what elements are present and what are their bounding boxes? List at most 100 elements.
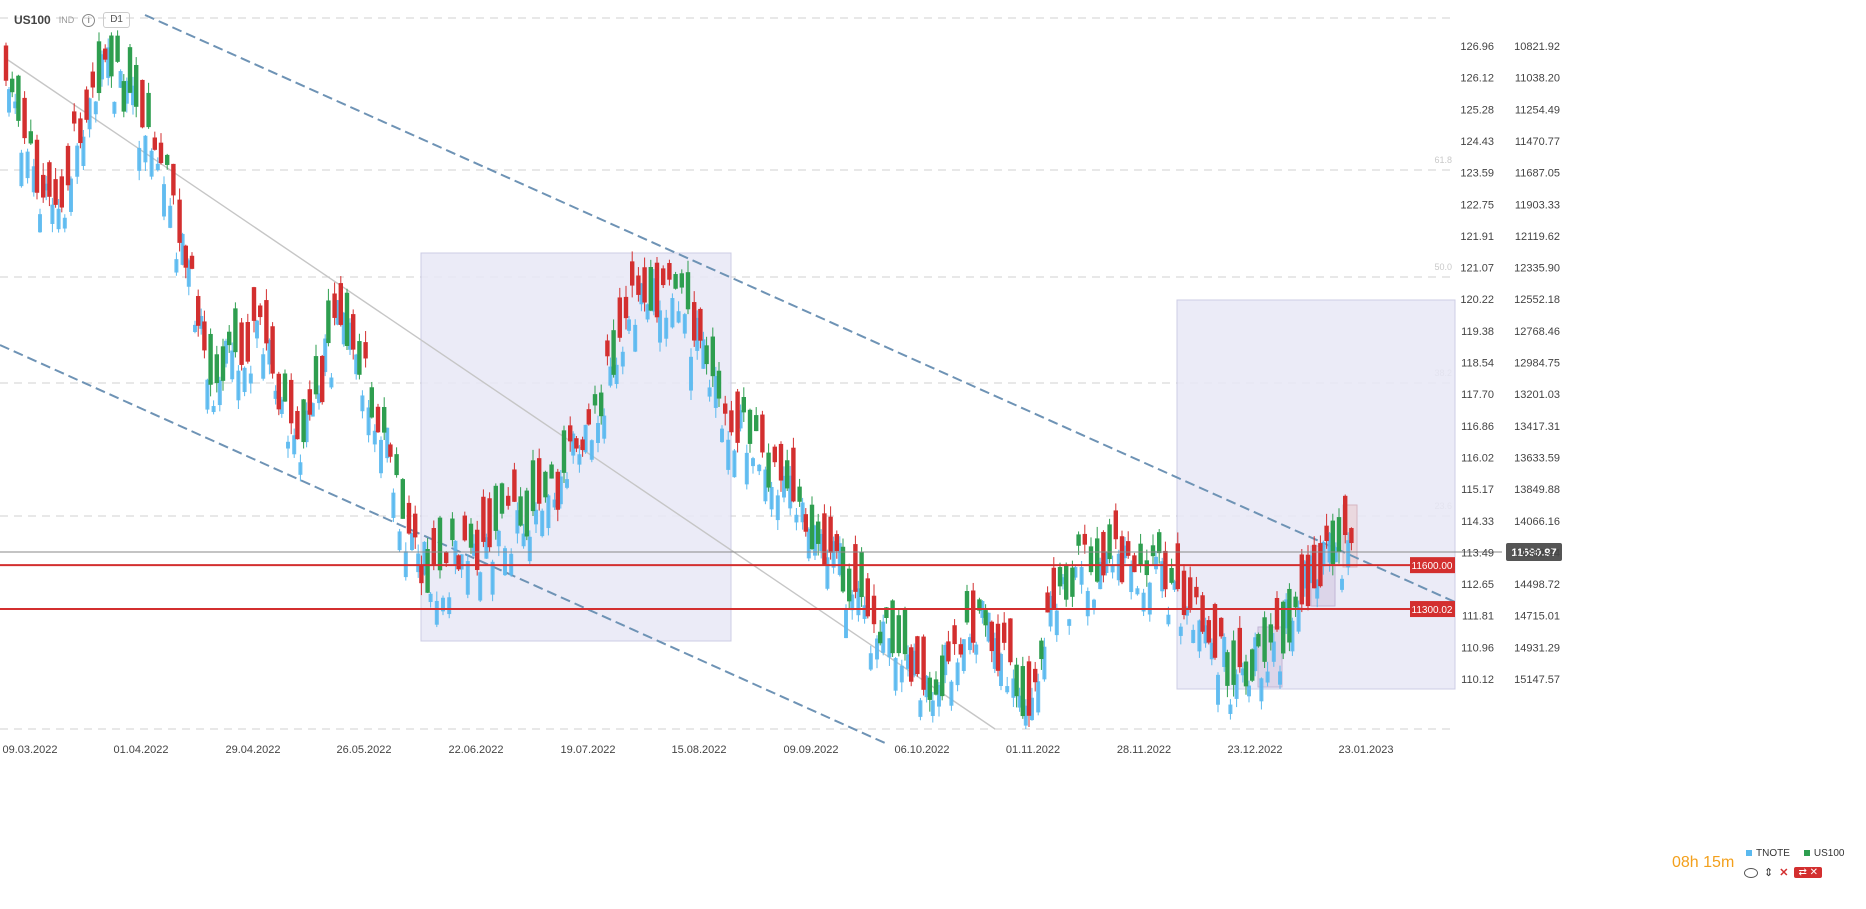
us100-candle <box>878 631 883 644</box>
tnote-candle <box>881 621 886 653</box>
right-axis-tick: 12119.62 <box>1515 231 1560 243</box>
level-label: 11600.00 <box>1412 561 1453 572</box>
tnote-candle <box>713 376 718 408</box>
us100-candle <box>1225 652 1230 686</box>
us100-candle <box>524 490 529 537</box>
us100-candle <box>115 35 120 62</box>
us100-candle <box>964 591 970 623</box>
tnote-candle <box>354 354 359 375</box>
close-icon[interactable]: ✕ <box>1779 867 1789 879</box>
left-axis-tick: 110.96 <box>1461 642 1494 654</box>
us100-candle <box>803 514 808 532</box>
tnote-candle <box>453 540 458 566</box>
us100-candle <box>344 292 350 346</box>
us100-candle <box>574 438 579 449</box>
remove-series-badge[interactable]: ⇄ ✕ <box>1794 867 1822 878</box>
left-axis-tick: 121.91 <box>1460 231 1494 243</box>
us100-candle <box>543 471 548 498</box>
tnote-candle <box>521 533 526 547</box>
time-axis-label: 28.11.2022 <box>1117 744 1171 756</box>
right-axis-tick: 11903.33 <box>1515 199 1560 211</box>
us100-candle <box>828 516 833 553</box>
right-axis-tick: 13201.03 <box>1514 389 1560 401</box>
tnote-candle <box>1321 542 1326 567</box>
tnote-candle <box>1228 704 1233 714</box>
tnote-candle <box>819 534 824 551</box>
tnote-candle <box>25 151 30 179</box>
left-axis-tick: 120.22 <box>1460 294 1494 306</box>
tnote-candle <box>279 399 284 414</box>
us100-candle <box>747 409 753 444</box>
us100-candle <box>1107 524 1112 560</box>
tnote-candle <box>726 439 731 470</box>
us100-candle <box>592 394 598 406</box>
price-levels[interactable]: 11690.97 11600.00 11300.02 <box>0 543 1562 618</box>
us100-candle <box>673 274 678 289</box>
us100-candle <box>1256 634 1261 647</box>
tnote-candle <box>484 537 489 559</box>
us100-candle <box>363 342 368 359</box>
time-axis-label: 01.11.2022 <box>1006 744 1060 756</box>
us100-candle <box>1243 661 1249 687</box>
us100-candle <box>202 321 207 351</box>
legend-us100[interactable]: US100 <box>1803 848 1844 859</box>
sort-icon[interactable]: ⇕ <box>1764 867 1774 879</box>
left-axis-tick: 123.59 <box>1460 168 1494 180</box>
tnote-candle <box>608 366 613 386</box>
tnote-candle <box>1178 626 1183 636</box>
tnote-candle <box>69 178 73 212</box>
tnote-candle <box>168 205 173 228</box>
tnote-candle <box>304 410 309 443</box>
tnote-candle <box>850 594 855 611</box>
tnote-candle <box>44 183 49 191</box>
tnote-candle <box>1271 641 1276 662</box>
level-tag <box>1410 601 1455 618</box>
level-tag <box>1410 557 1455 574</box>
tnote-candle <box>757 464 762 472</box>
tnote-candle <box>707 387 712 397</box>
legend-tnote-label: TNOTE <box>1756 848 1790 859</box>
us100-candle <box>140 79 145 128</box>
tnote-candle <box>180 233 185 265</box>
us100-candle <box>1324 525 1329 542</box>
tnote-candle <box>143 135 148 163</box>
tnote-candle <box>571 433 576 456</box>
tnote-candle <box>999 653 1003 687</box>
right-axis-tick: 12768.46 <box>1514 326 1560 338</box>
tnote-candle <box>50 204 55 224</box>
timeframe-select[interactable]: D1 <box>103 12 130 28</box>
us100-candle <box>171 163 176 196</box>
us100-candle <box>611 330 616 375</box>
info-icon[interactable]: i <box>82 13 96 27</box>
us100-candle <box>59 176 64 208</box>
tnote-candle <box>62 217 67 229</box>
legend-tnote[interactable]: TNOTE <box>1746 848 1790 859</box>
us100-candle <box>989 621 994 652</box>
right-axis-tick: 11470.77 <box>1515 136 1560 148</box>
us100-candle <box>568 425 573 442</box>
us100-candle <box>406 502 412 534</box>
right-axis-tick: 12984.75 <box>1514 358 1560 370</box>
symbol-label[interactable]: US100 <box>14 13 51 27</box>
tnote-candle <box>651 278 656 312</box>
right-axis-tick: 11687.05 <box>1515 168 1560 180</box>
us100-candle <box>1281 601 1286 654</box>
us100-candle <box>1274 597 1280 630</box>
us100-candle <box>475 529 480 570</box>
us100-candle <box>995 623 1001 671</box>
price-axes: 126.96 10821.92 126.12 11038.20 125.28 11254.… <box>1460 41 1560 686</box>
us100-candle <box>704 345 709 365</box>
tnote-candle <box>1011 678 1016 698</box>
us100-candle <box>710 336 715 377</box>
us100-candle <box>1330 520 1335 565</box>
tnote-candle <box>397 531 402 551</box>
tnote-candle <box>310 403 315 417</box>
tnote-candle <box>800 502 805 523</box>
us100-candle <box>456 555 461 570</box>
us100-candle <box>1188 577 1193 610</box>
us100-candle <box>72 111 77 124</box>
tnote-candle <box>1079 567 1084 585</box>
us100-candle <box>165 154 170 165</box>
eye-icon[interactable] <box>1744 867 1758 878</box>
